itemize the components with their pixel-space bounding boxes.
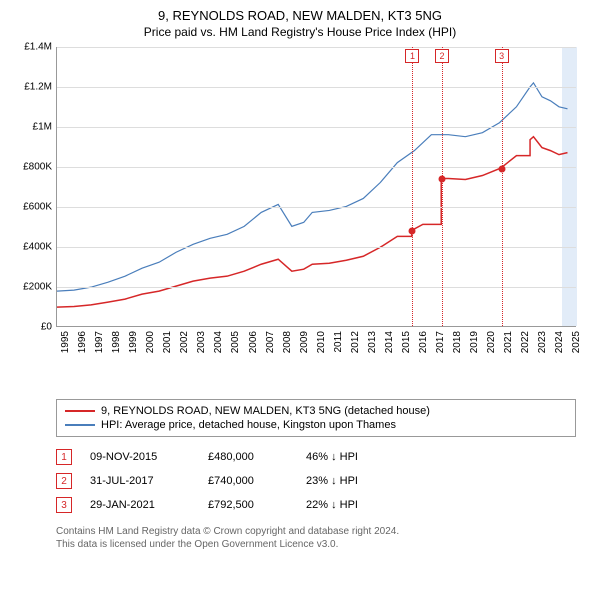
sale-price: £740,000 <box>208 475 288 487</box>
sale-marker-badge: 2 <box>435 49 449 63</box>
x-tick-label: 1998 <box>111 331 122 361</box>
line-series-svg <box>57 47 576 326</box>
chart-subtitle: Price paid vs. HM Land Registry's House … <box>12 25 588 39</box>
x-tick-label: 2016 <box>418 331 429 361</box>
legend-item: HPI: Average price, detached house, King… <box>65 418 567 432</box>
x-tick-label: 2015 <box>401 331 412 361</box>
sale-date: 09-NOV-2015 <box>90 451 190 463</box>
x-tick-label: 2023 <box>537 331 548 361</box>
x-tick-label: 2006 <box>248 331 259 361</box>
sale-date: 29-JAN-2021 <box>90 499 190 511</box>
sale-row-badge: 1 <box>56 449 72 465</box>
sale-diff: 46% ↓ HPI <box>306 451 396 463</box>
x-tick-label: 2001 <box>162 331 173 361</box>
legend-item: 9, REYNOLDS ROAD, NEW MALDEN, KT3 5NG (d… <box>65 404 567 418</box>
x-tick-label: 2011 <box>333 331 344 361</box>
gridline <box>57 47 576 48</box>
x-tick-label: 2024 <box>554 331 565 361</box>
footer-line-2: This data is licensed under the Open Gov… <box>56 538 576 551</box>
plot-region: 1 2 3 <box>56 47 576 327</box>
chart-area: 1 2 3 £0 £200K £400K £600K £800K £1M £1.2M £1.4M 1… <box>12 43 588 363</box>
x-tick-label: 2012 <box>350 331 361 361</box>
sale-date: 31-JUL-2017 <box>90 475 190 487</box>
sale-diff: 23% ↓ HPI <box>306 475 396 487</box>
sale-row: 2 31-JUL-2017 £740,000 23% ↓ HPI <box>56 469 576 493</box>
sale-dot <box>438 176 445 183</box>
legend-swatch <box>65 424 95 426</box>
footer-attribution: Contains HM Land Registry data © Crown c… <box>56 525 576 551</box>
x-tick-label: 1999 <box>128 331 139 361</box>
sale-vline <box>412 47 413 326</box>
gridline <box>57 127 576 128</box>
x-tick-label: 2022 <box>520 331 531 361</box>
gridline <box>57 207 576 208</box>
sale-row: 3 29-JAN-2021 £792,500 22% ↓ HPI <box>56 493 576 517</box>
chart-title: 9, REYNOLDS ROAD, NEW MALDEN, KT3 5NG <box>12 8 588 23</box>
y-tick-label: £1.2M <box>12 82 52 93</box>
sale-price: £792,500 <box>208 499 288 511</box>
bottom-section: 9, REYNOLDS ROAD, NEW MALDEN, KT3 5NG (d… <box>12 399 588 551</box>
x-tick-label: 2005 <box>230 331 241 361</box>
y-tick-label: £800K <box>12 162 52 173</box>
x-tick-label: 2013 <box>367 331 378 361</box>
sale-dot <box>409 228 416 235</box>
x-tick-label: 2007 <box>265 331 276 361</box>
legend-label: 9, REYNOLDS ROAD, NEW MALDEN, KT3 5NG (d… <box>101 405 430 417</box>
x-tick-label: 1996 <box>77 331 88 361</box>
sale-vline <box>502 47 503 326</box>
legend-label: HPI: Average price, detached house, King… <box>101 419 396 431</box>
gridline <box>57 87 576 88</box>
x-tick-label: 2000 <box>145 331 156 361</box>
x-tick-label: 2003 <box>196 331 207 361</box>
gridline <box>57 247 576 248</box>
legend-box: 9, REYNOLDS ROAD, NEW MALDEN, KT3 5NG (d… <box>56 399 576 437</box>
footer-line-1: Contains HM Land Registry data © Crown c… <box>56 525 576 538</box>
sale-dot <box>498 165 505 172</box>
sale-price: £480,000 <box>208 451 288 463</box>
x-tick-label: 2019 <box>469 331 480 361</box>
x-tick-label: 2014 <box>384 331 395 361</box>
x-tick-label: 2008 <box>282 331 293 361</box>
sale-row-badge: 2 <box>56 473 72 489</box>
x-tick-label: 2002 <box>179 331 190 361</box>
x-tick-label: 1995 <box>60 331 71 361</box>
series-price_paid <box>57 137 567 307</box>
x-tick-label: 2018 <box>452 331 463 361</box>
sale-row: 1 09-NOV-2015 £480,000 46% ↓ HPI <box>56 445 576 469</box>
chart-container: 9, REYNOLDS ROAD, NEW MALDEN, KT3 5NG Pr… <box>0 0 600 590</box>
x-tick-label: 2017 <box>435 331 446 361</box>
x-tick-label: 2025 <box>571 331 582 361</box>
sale-marker-badge: 1 <box>405 49 419 63</box>
y-tick-label: £1M <box>12 122 52 133</box>
x-tick-label: 2004 <box>213 331 224 361</box>
x-tick-label: 2009 <box>299 331 310 361</box>
y-tick-label: £200K <box>12 282 52 293</box>
series-hpi <box>57 83 567 291</box>
sale-vline <box>442 47 443 326</box>
y-tick-label: £600K <box>12 202 52 213</box>
y-tick-label: £0 <box>12 322 52 333</box>
y-tick-label: £400K <box>12 242 52 253</box>
x-tick-label: 1997 <box>94 331 105 361</box>
gridline <box>57 287 576 288</box>
sales-table: 1 09-NOV-2015 £480,000 46% ↓ HPI 2 31-JUL-201… <box>56 445 576 517</box>
sale-row-badge: 3 <box>56 497 72 513</box>
sale-marker-badge: 3 <box>495 49 509 63</box>
x-tick-label: 2020 <box>486 331 497 361</box>
y-tick-label: £1.4M <box>12 42 52 53</box>
sale-diff: 22% ↓ HPI <box>306 499 396 511</box>
legend-swatch <box>65 410 95 412</box>
x-tick-label: 2021 <box>503 331 514 361</box>
x-tick-label: 2010 <box>316 331 327 361</box>
